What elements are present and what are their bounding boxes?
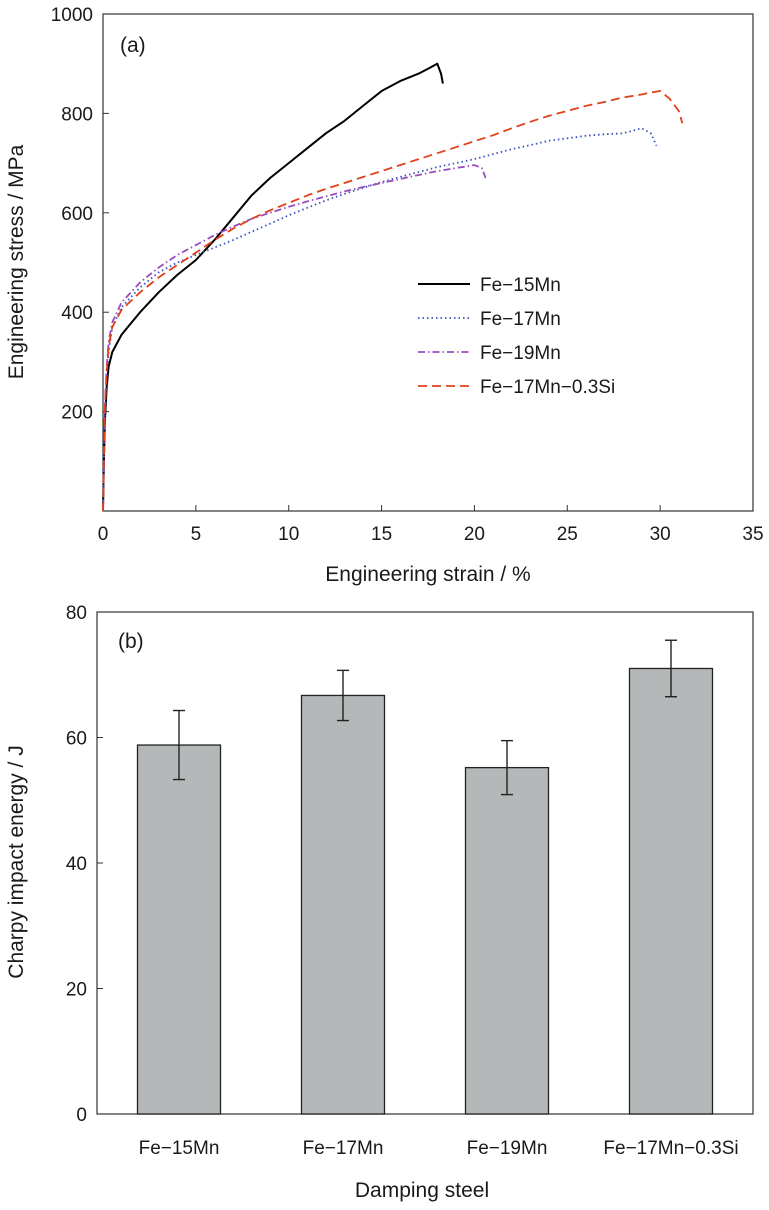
panel-a-x-axis-label: Engineering strain / % [325,563,530,586]
legend-label-2: Fe−19Mn [480,343,561,364]
series-line-0 [102,62,444,512]
panel-a-plot-frame [102,13,754,512]
y-tick-label: 400 [61,303,93,324]
y-tick-label: 0 [76,1105,87,1126]
x-category-label: Fe−17Mn [303,1138,384,1159]
panel-b-x-axis-label: Damping steel [355,1179,489,1202]
x-tick-label: 25 [557,524,578,545]
legend-label-0: Fe−15Mn [480,275,561,296]
y-tick-label: 800 [61,104,93,125]
y-tick-label: 20 [66,980,87,1001]
y-tick-label: 1000 [51,5,93,26]
panel-b-charpy-bars: 0 20 40 60 80 Fe−15Mn Fe−17Mn Fe−19Mn Fe−17Mn−0… [5,603,754,1202]
x-tick-label: 30 [650,524,671,545]
x-tick-label: 15 [371,524,392,545]
panel-b-label: (b) [118,630,144,653]
panel-b-x-ticks: Fe−15Mn Fe−17Mn Fe−19Mn Fe−17Mn−0.3Si [139,1138,739,1159]
panel-a-y-ticks: 200 400 600 800 1000 [51,5,109,424]
legend-label-1: Fe−17Mn [480,309,561,330]
y-tick-label: 200 [61,403,93,424]
x-tick-label: 20 [464,524,485,545]
y-tick-label: 40 [66,854,87,875]
x-tick-label: 35 [742,524,763,545]
bar-1 [300,694,386,1115]
x-category-label: Fe−17Mn−0.3Si [603,1138,738,1159]
x-tick-label: 5 [191,524,202,545]
legend-label-3: Fe−17Mn−0.3Si [480,377,615,398]
x-tick-label: 0 [98,524,109,545]
y-tick-label: 80 [66,603,87,624]
panel-a-series-lines [102,62,684,512]
x-tick-label: 10 [278,524,299,545]
y-tick-label: 60 [66,729,87,750]
series-line-1 [102,127,658,512]
panel-a-x-ticks: 0 5 10 15 20 25 30 35 [98,505,764,545]
x-category-label: Fe−19Mn [467,1138,548,1159]
panel-b-y-axis-label: Charpy impact energy / J [5,745,28,978]
bar-2 [464,766,550,1115]
panel-b-y-ticks: 0 20 40 60 80 [66,603,103,1126]
bar-0 [136,744,222,1115]
panel-a-legend: Fe−15Mn Fe−17Mn Fe−19Mn Fe−17Mn−0.3Si [418,275,615,398]
series-line-3 [102,90,684,512]
x-category-label: Fe−15Mn [139,1138,220,1159]
panel-a-y-axis-label: Engineering stress / MPa [5,144,28,379]
panel-b-bars [136,639,714,1115]
bar-3 [628,667,714,1115]
y-tick-label: 600 [61,204,93,225]
series-line-2 [102,164,487,512]
panel-a-label: (a) [120,34,146,57]
